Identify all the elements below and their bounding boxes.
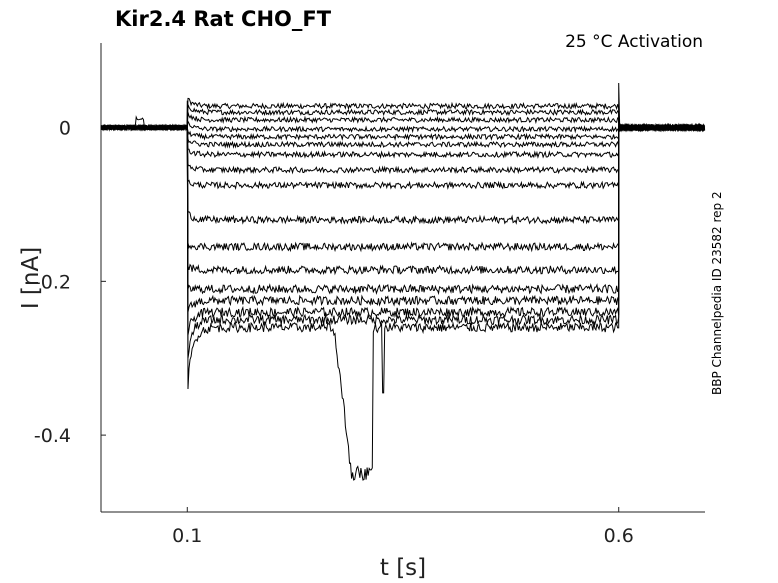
current-trace — [100, 122, 706, 296]
current-trace — [100, 122, 706, 313]
current-trace — [100, 123, 706, 276]
current-trace — [100, 112, 706, 133]
y-tick-label: -0.2 — [34, 271, 71, 293]
current-trace — [100, 123, 706, 336]
current-trace — [100, 123, 706, 190]
chart-title: Kir2.4 Rat CHO_FT — [115, 7, 332, 31]
x-tick-label: 0.1 — [172, 525, 202, 547]
current-trace — [100, 123, 706, 225]
current-trace — [100, 123, 706, 359]
current-trace — [100, 119, 706, 134]
x-tick-label: 0.6 — [604, 525, 634, 547]
current-trace — [100, 82, 705, 481]
y-tick-label: -0.4 — [34, 425, 71, 447]
y-tick-label: 0 — [59, 118, 71, 140]
y-axis-label: I [nA] — [18, 247, 44, 309]
x-axis-label: t [s] — [380, 555, 426, 581]
tick-group: 0.1 0.6 0 -0.2 -0.4 — [34, 118, 634, 547]
current-trace — [100, 122, 706, 141]
current-trace — [100, 122, 706, 175]
source-note: BBP Channelpedia ID 23582 rep 2 — [710, 191, 724, 395]
current-trace — [100, 122, 706, 253]
current-trace — [100, 122, 706, 160]
protocol-annotation: 25 °C Activation — [565, 32, 703, 52]
trace-group — [100, 82, 706, 481]
current-trace — [100, 97, 706, 132]
current-trace — [100, 122, 705, 149]
current-trace — [100, 104, 706, 133]
